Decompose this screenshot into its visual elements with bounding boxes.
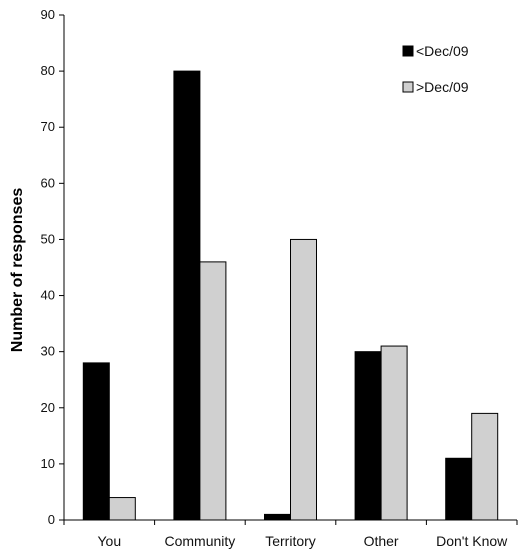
labels-layer: 0 10 20 30 40 50 60 70 80 90 You Community Territory… xyxy=(41,7,509,549)
bar-series-1 xyxy=(264,513,291,521)
bar-series-2 xyxy=(471,412,499,521)
y-tick-label: 30 xyxy=(41,344,55,359)
bar-series-2 xyxy=(380,345,408,521)
legend-label-series-1: <Dec/09 xyxy=(416,43,469,59)
y-tick-label: 40 xyxy=(41,288,55,303)
bar-series-1 xyxy=(354,351,382,521)
bar-series-1 xyxy=(445,457,473,521)
bars-layer xyxy=(82,70,499,521)
bar-series-1 xyxy=(173,70,201,521)
bar-series-2 xyxy=(290,238,317,521)
y-tick-label: 60 xyxy=(41,175,55,190)
legend-label-series-2: >Dec/09 xyxy=(416,79,469,95)
y-tick-label: 90 xyxy=(41,7,55,22)
y-tick-label: 70 xyxy=(41,119,55,134)
legend-swatch-series-2 xyxy=(402,81,414,93)
y-tick-label: 0 xyxy=(48,512,55,527)
axes-layer xyxy=(59,14,518,525)
bar-series-2 xyxy=(108,497,136,521)
x-category-label: Community xyxy=(165,533,236,549)
x-category-label: Other xyxy=(364,533,399,549)
y-axis-title: Number of responses xyxy=(9,188,26,353)
y-tick-label: 80 xyxy=(41,63,55,78)
y-tick-label: 20 xyxy=(41,400,55,415)
bar-series-1 xyxy=(82,362,110,521)
legend-swatch-series-1 xyxy=(402,45,414,57)
x-category-label: Don't Know xyxy=(436,533,508,549)
y-tick-label: 50 xyxy=(41,231,55,246)
bar-series-2 xyxy=(199,261,227,521)
y-tick-label: 10 xyxy=(41,456,55,471)
x-category-label: Territory xyxy=(265,533,316,549)
x-category-label: You xyxy=(97,533,121,549)
legend: <Dec/09 >Dec/09 xyxy=(402,43,469,95)
